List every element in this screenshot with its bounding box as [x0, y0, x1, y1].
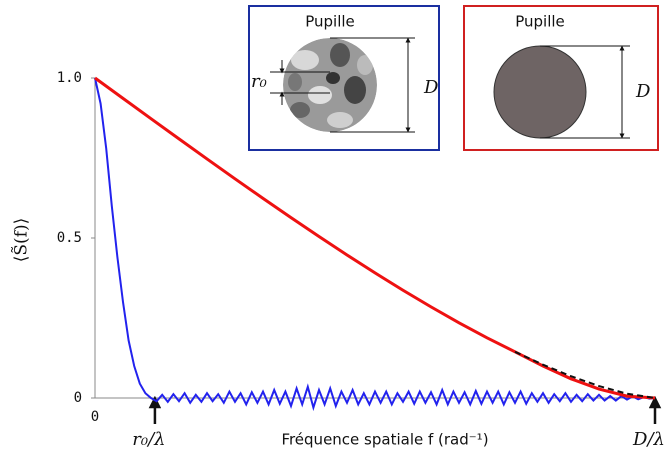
line-series — [94, 76, 656, 400]
inset-d-label: D — [423, 77, 439, 98]
inset-ideal: Pupille D — [463, 5, 659, 151]
y-tick-label: 1.0 — [57, 70, 82, 86]
x-tick-label: r₀/λ — [132, 429, 165, 450]
x-tick-label: D/λ — [632, 429, 665, 450]
line-series — [514, 350, 656, 399]
line-series — [94, 77, 656, 412]
x-axis-label: Fréquence spatiale f (rad⁻¹) — [281, 431, 488, 449]
inset-title: Pupille — [515, 13, 565, 31]
y-tick-label: 0 — [74, 390, 82, 406]
inset-turbulent: Pupille D r₀ — [248, 5, 440, 151]
inset-title: Pupille — [305, 13, 355, 31]
inset-d-label: D — [635, 81, 651, 102]
y-axis-label: ⟨S̃(f)⟩ — [11, 218, 31, 262]
x-tick-label: 0 — [91, 409, 99, 425]
inset-r0-label: r₀ — [251, 71, 267, 92]
y-tick-label: 0.5 — [57, 230, 82, 246]
